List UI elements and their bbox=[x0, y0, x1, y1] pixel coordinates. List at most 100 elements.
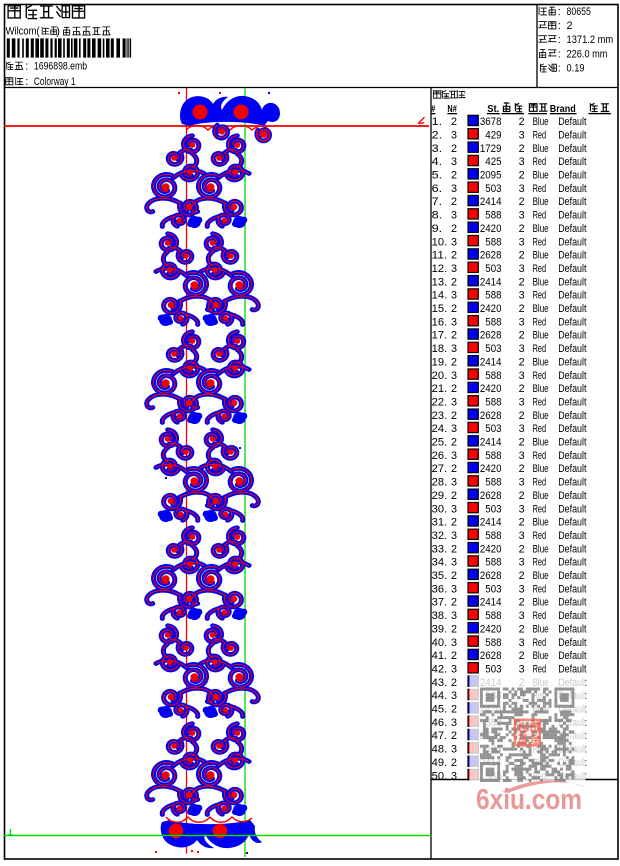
svg-text:3: 3 bbox=[451, 370, 457, 382]
svg-text:Default: Default bbox=[558, 370, 586, 382]
svg-text:47.: 47. bbox=[432, 730, 448, 742]
svg-text:2: 2 bbox=[519, 356, 525, 368]
svg-text:Blue: Blue bbox=[533, 543, 549, 555]
svg-text:3: 3 bbox=[519, 316, 525, 328]
svg-text:12.: 12. bbox=[432, 263, 448, 275]
svg-text:Default: Default bbox=[558, 343, 586, 355]
svg-text:2: 2 bbox=[519, 437, 525, 449]
svg-text:2: 2 bbox=[519, 383, 525, 395]
svg-text:38.: 38. bbox=[432, 610, 448, 622]
svg-text:2: 2 bbox=[451, 196, 457, 208]
svg-text:Blue: Blue bbox=[533, 597, 549, 609]
svg-text:Default: Default bbox=[558, 196, 586, 208]
svg-text:2: 2 bbox=[519, 597, 525, 609]
svg-text:Default: Default bbox=[558, 450, 586, 462]
svg-text:16.: 16. bbox=[432, 316, 448, 328]
svg-text:2: 2 bbox=[451, 597, 457, 609]
svg-text:Default: Default bbox=[558, 623, 586, 635]
svg-text:Default: Default bbox=[558, 610, 586, 622]
svg-text:3: 3 bbox=[519, 236, 525, 248]
svg-text:3: 3 bbox=[519, 263, 525, 275]
svg-text:Blue: Blue bbox=[533, 490, 549, 502]
svg-text:2420: 2420 bbox=[480, 543, 502, 555]
svg-text:2: 2 bbox=[451, 437, 457, 449]
svg-text:Blue: Blue bbox=[533, 383, 549, 395]
svg-text:2: 2 bbox=[451, 677, 457, 689]
svg-text:Default: Default bbox=[558, 423, 586, 435]
svg-text:22.: 22. bbox=[432, 396, 448, 408]
svg-text:2: 2 bbox=[519, 650, 525, 662]
svg-text:31.: 31. bbox=[432, 517, 448, 529]
svg-text:2: 2 bbox=[519, 410, 525, 422]
svg-text:Blue: Blue bbox=[533, 276, 549, 288]
svg-text:3: 3 bbox=[519, 370, 525, 382]
svg-text:Blue: Blue bbox=[533, 196, 549, 208]
svg-text:2420: 2420 bbox=[480, 623, 502, 635]
svg-text:48.: 48. bbox=[432, 744, 448, 756]
svg-text:503: 503 bbox=[485, 343, 501, 355]
svg-text:588: 588 bbox=[485, 236, 501, 248]
svg-text:2: 2 bbox=[451, 730, 457, 742]
svg-text:2: 2 bbox=[519, 463, 525, 475]
svg-text:3: 3 bbox=[519, 343, 525, 355]
svg-text:3: 3 bbox=[519, 583, 525, 595]
svg-text:588: 588 bbox=[485, 316, 501, 328]
svg-text:2414: 2414 bbox=[480, 196, 502, 208]
svg-text:28.: 28. bbox=[432, 477, 448, 489]
svg-text:2: 2 bbox=[451, 490, 457, 502]
svg-text:3: 3 bbox=[519, 530, 525, 542]
svg-text:4.: 4. bbox=[432, 156, 443, 168]
svg-text:3: 3 bbox=[451, 290, 457, 302]
svg-text:588: 588 bbox=[485, 637, 501, 649]
svg-text:Default: Default bbox=[558, 316, 586, 328]
svg-text::: : bbox=[558, 63, 561, 75]
svg-text:3: 3 bbox=[451, 583, 457, 595]
svg-text:Red: Red bbox=[533, 370, 547, 382]
svg-text:588: 588 bbox=[485, 370, 501, 382]
svg-text:Default: Default bbox=[558, 129, 586, 141]
svg-text:9.: 9. bbox=[432, 223, 443, 235]
svg-text:0.19: 0.19 bbox=[567, 63, 585, 75]
svg-text:49.: 49. bbox=[432, 757, 448, 769]
svg-text:17.: 17. bbox=[432, 330, 448, 342]
svg-text:Blue: Blue bbox=[533, 356, 549, 368]
svg-text:Red: Red bbox=[533, 423, 547, 435]
svg-text:2628: 2628 bbox=[480, 570, 502, 582]
svg-text:Default: Default bbox=[558, 223, 586, 235]
svg-text:2420: 2420 bbox=[480, 223, 502, 235]
svg-text:18.: 18. bbox=[432, 343, 448, 355]
svg-text:2: 2 bbox=[451, 650, 457, 662]
svg-text:2420: 2420 bbox=[480, 303, 502, 315]
svg-text:2628: 2628 bbox=[480, 410, 502, 422]
svg-text:44.: 44. bbox=[432, 690, 448, 702]
svg-text:3: 3 bbox=[451, 450, 457, 462]
svg-text:425: 425 bbox=[485, 156, 501, 168]
svg-text:20.: 20. bbox=[432, 370, 448, 382]
svg-text:588: 588 bbox=[485, 610, 501, 622]
svg-text:2628: 2628 bbox=[480, 330, 502, 342]
svg-text:503: 503 bbox=[485, 503, 501, 515]
svg-text:2: 2 bbox=[451, 250, 457, 262]
svg-text:2: 2 bbox=[519, 276, 525, 288]
svg-text:2: 2 bbox=[451, 410, 457, 422]
svg-text:30.: 30. bbox=[432, 503, 448, 515]
svg-text:42.: 42. bbox=[432, 663, 448, 675]
svg-text:1696898.emb: 1696898.emb bbox=[34, 61, 87, 73]
svg-text:3: 3 bbox=[451, 263, 457, 275]
svg-text:50.: 50. bbox=[432, 770, 448, 782]
svg-text:3: 3 bbox=[451, 637, 457, 649]
svg-text:26.: 26. bbox=[432, 450, 448, 462]
svg-text:St.: St. bbox=[487, 103, 499, 115]
svg-text:23.: 23. bbox=[432, 410, 448, 422]
svg-text:Blue: Blue bbox=[533, 623, 549, 635]
svg-text:Red: Red bbox=[533, 396, 547, 408]
svg-text:Default: Default bbox=[558, 183, 586, 195]
svg-text:2: 2 bbox=[451, 570, 457, 582]
svg-text:Blue: Blue bbox=[533, 570, 549, 582]
svg-text:2: 2 bbox=[451, 623, 457, 635]
svg-text:3: 3 bbox=[451, 316, 457, 328]
svg-text:Default: Default bbox=[558, 530, 586, 542]
svg-text:Blue: Blue bbox=[533, 250, 549, 262]
svg-text:2.: 2. bbox=[432, 129, 443, 141]
svg-text:588: 588 bbox=[485, 557, 501, 569]
